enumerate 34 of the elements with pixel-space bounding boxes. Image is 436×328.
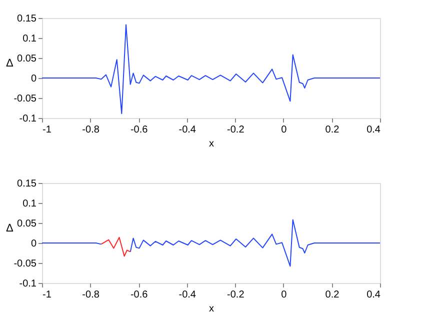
x-tick-label: 0 xyxy=(281,290,288,300)
x-tick-label: -1 xyxy=(42,290,52,300)
x-tick-label: -0.8 xyxy=(82,290,100,300)
line-series xyxy=(100,236,131,257)
x-tick-label: -0.6 xyxy=(130,290,148,300)
x-tick-label: 0.4 xyxy=(366,290,381,300)
x-tick-label: 0.4 xyxy=(366,124,381,136)
x-axis-title: x xyxy=(209,304,214,314)
x-tick-label: 0.2 xyxy=(325,290,340,300)
y-tick-label: 0 xyxy=(30,238,37,250)
line-series xyxy=(42,24,380,114)
y-tick-label: 0.1 xyxy=(22,198,37,210)
y-tick-label: -0.05 xyxy=(14,258,37,270)
y-tick-label: 0.05 xyxy=(17,218,37,230)
x-tick-label: 0.2 xyxy=(325,124,340,136)
y-tick-label: -0.1 xyxy=(19,114,37,124)
y-tick-label: -0.1 xyxy=(19,278,37,290)
x-tick-label: -0.8 xyxy=(82,124,100,136)
y-tick-label: 0.05 xyxy=(17,54,37,64)
y-axis-title: Δ xyxy=(6,58,14,70)
y-tick-label: 0.1 xyxy=(22,34,37,44)
x-tick-label: -0.6 xyxy=(130,124,148,136)
x-tick-label: -0.2 xyxy=(227,124,245,136)
x-tick-label: 0 xyxy=(281,124,288,136)
y-axis-title: Δ xyxy=(6,222,14,234)
x-axis-title: x xyxy=(209,138,214,150)
y-tick-label: -0.05 xyxy=(14,94,37,104)
y-tick-label: 0.15 xyxy=(17,178,37,190)
x-tick-label: -1 xyxy=(42,124,52,136)
x-tick-label: -0.2 xyxy=(227,290,245,300)
x-tick-label: -0.4 xyxy=(178,124,196,136)
y-tick-label: 0 xyxy=(30,74,37,84)
y-tick-label: 0.15 xyxy=(17,14,37,24)
x-tick-label: -0.4 xyxy=(178,290,196,300)
